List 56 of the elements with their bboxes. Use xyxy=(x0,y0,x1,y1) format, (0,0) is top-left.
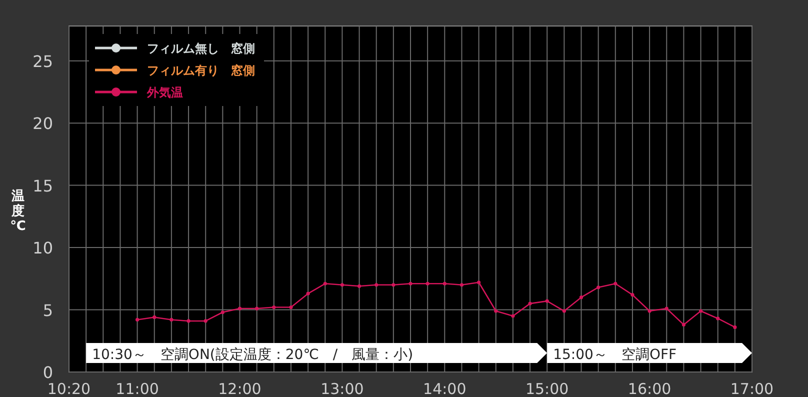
y-tick-label: 0 xyxy=(42,363,53,382)
point xyxy=(442,282,446,286)
point xyxy=(204,319,208,323)
point xyxy=(152,315,156,320)
point xyxy=(289,305,293,310)
point xyxy=(562,309,566,313)
legend-label: フィルム無し 窓側 xyxy=(147,42,255,56)
point xyxy=(494,309,498,313)
y-tick-label: 15 xyxy=(32,176,53,196)
point xyxy=(733,325,737,329)
x-tick-label: 12:00 xyxy=(218,380,262,397)
point xyxy=(664,306,668,310)
point xyxy=(272,305,276,310)
band-label: 15:00～ 空調OFF xyxy=(553,347,677,363)
point xyxy=(340,283,344,287)
x-tick-label: 13:00 xyxy=(320,380,364,397)
point xyxy=(545,299,549,303)
point xyxy=(408,282,412,286)
point xyxy=(357,284,362,288)
y-axis-title: 温度℃ xyxy=(10,189,26,234)
x-tick-label: 10:20 xyxy=(47,380,91,397)
x-tick-label: 16:00 xyxy=(628,380,672,397)
point xyxy=(528,302,532,306)
point xyxy=(374,283,378,287)
point xyxy=(170,318,174,322)
point xyxy=(392,283,396,287)
x-tick-label: 15:00 xyxy=(525,380,569,397)
point xyxy=(186,319,190,323)
point xyxy=(682,322,686,327)
point xyxy=(579,296,584,300)
legend-label: フィルム有り 窓側 xyxy=(147,64,255,78)
y-tick-label: 5 xyxy=(42,300,53,320)
point xyxy=(238,306,242,310)
band-label: 10:30～ 空調ON(設定温度：20℃ / 風量：小) xyxy=(92,347,414,363)
point xyxy=(460,283,464,287)
x-tick-label: 17:00 xyxy=(730,380,774,397)
y-tick-label: 20 xyxy=(32,114,53,134)
point xyxy=(648,309,652,313)
point xyxy=(306,292,310,296)
legend-label: 外気温 xyxy=(146,86,183,100)
point xyxy=(596,286,600,290)
y-tick-label: 25 xyxy=(32,52,53,71)
point xyxy=(255,306,259,310)
point xyxy=(614,282,618,286)
point xyxy=(477,280,481,284)
point xyxy=(716,316,720,320)
y-tick-label: 10 xyxy=(32,238,53,258)
point xyxy=(323,282,327,286)
x-tick-label: 11:00 xyxy=(116,380,159,397)
point xyxy=(630,293,634,297)
point xyxy=(511,314,515,318)
point xyxy=(698,309,703,313)
point xyxy=(136,318,140,322)
point xyxy=(220,310,224,314)
point xyxy=(426,282,430,286)
x-tick-label: 14:00 xyxy=(423,380,466,397)
